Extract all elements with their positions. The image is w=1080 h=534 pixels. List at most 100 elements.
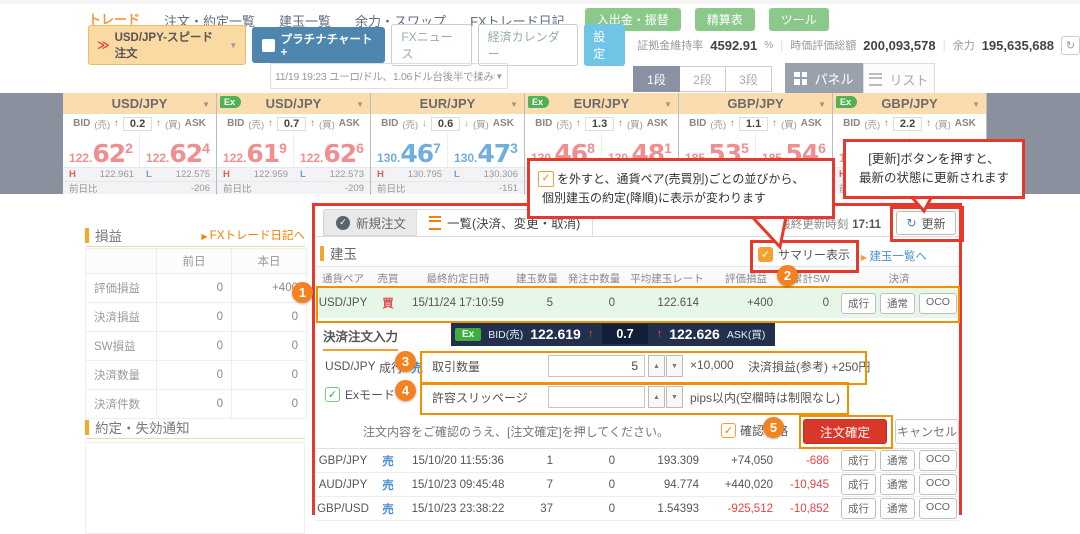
tab-new-order[interactable]: 新規注文	[323, 209, 420, 236]
close-order-title: 決済注文入力	[323, 326, 399, 351]
green-action-button[interactable]: 精算表	[694, 7, 755, 31]
prev-day-row: 前日比 -206	[63, 181, 216, 195]
close-order-button[interactable]: OCO	[919, 292, 957, 314]
margin-ratio-value: 4592.91	[710, 37, 758, 53]
close-order-button[interactable]: 通常	[880, 474, 916, 495]
prev-day-label: 前日比	[69, 184, 98, 195]
prev-day-label: 前日比	[223, 184, 252, 195]
position-row[interactable]: AUD/JPY 売 15/10/23 09:45:48 7 0 94.774 +440,02…	[315, 473, 959, 497]
fx-diary-link[interactable]: FXトレード日記へ	[201, 227, 305, 243]
close-order-button[interactable]: 通常	[880, 450, 916, 471]
pair-selector[interactable]: EUR/JPY ▼	[371, 93, 524, 114]
speed-order-button[interactable]: ≫ USD/JPY-スピード注文 ▼	[88, 25, 247, 65]
tick-arrow-icon: ↓	[422, 118, 427, 129]
positions-list-link[interactable]: 建玉一覧へ	[861, 248, 927, 264]
position-row[interactable]: GBP/JPY 売 15/10/20 11:55:36 1 0 193.309 +74,05…	[315, 449, 959, 473]
notice-title: 約定・失効通知	[95, 421, 190, 436]
cell-actions: 成行 通常 OCO	[839, 498, 959, 519]
step-badge-4: 4	[395, 380, 416, 401]
pair-selector[interactable]: USD/JPY ▼	[63, 93, 216, 114]
summary-toggle[interactable]: サマリー表示	[758, 246, 850, 263]
close-order-button[interactable]: 成行	[841, 292, 877, 314]
top-nav-item[interactable]: 注文・約定一覧	[164, 13, 256, 29]
refresh-icon[interactable]	[1061, 35, 1080, 55]
callout-refresh-line2: 最新の状態に更新されます	[858, 171, 1009, 185]
slippage-input[interactable]	[548, 386, 645, 408]
list-icon	[869, 72, 883, 86]
tab-list-view[interactable]: リスト	[863, 63, 935, 94]
close-order-button[interactable]: OCO	[919, 498, 957, 519]
qty-decrement-button[interactable]	[666, 355, 683, 377]
close-order-button[interactable]: 成行	[841, 450, 877, 471]
price-last-digit: 9	[279, 140, 287, 156]
summary-checkbox[interactable]	[758, 247, 773, 262]
pnl-row: 決済数量 0 0	[86, 361, 306, 390]
high-low-row: H 122.959 L 122.573	[217, 167, 370, 181]
tab-panel-view[interactable]: パネル	[785, 63, 863, 93]
confirm-skip-checkbox[interactable]	[721, 423, 736, 438]
ask-side-label: (買)	[472, 119, 489, 131]
bid-ask-row: BID (売) ↑ 2.2 ↑ (買) ASK	[833, 114, 986, 133]
ask-price[interactable]: 122. 62 4	[139, 133, 216, 167]
calendar-button[interactable]: 経済カレンダー	[477, 24, 579, 66]
pair-selector[interactable]: Ex USD/JPY ▼	[217, 93, 370, 114]
pnl-today-value: +400	[231, 274, 306, 302]
row-count-button[interactable]: 3段	[726, 66, 772, 92]
ask-price[interactable]: 130. 47 3	[447, 133, 524, 167]
chevron-down-icon: ▼	[818, 100, 826, 109]
close-order-button[interactable]: 通常	[880, 292, 916, 314]
ex-mode-toggle[interactable]: Exモード	[325, 386, 395, 403]
close-order-button[interactable]: 成行	[841, 498, 877, 519]
tick-arrow-icon: ↑	[310, 118, 315, 129]
qty-unit: ×10,000	[690, 358, 734, 372]
price-last-digit: 3	[510, 140, 518, 156]
tick-arrow-icon: ↑	[926, 118, 931, 129]
qty-input[interactable]	[548, 355, 645, 377]
position-row-selected[interactable]: USD/JPY 買 15/11/24 17:10:59 5 0 122.614 +400 0 成…	[315, 288, 959, 318]
cell-datetime: 15/10/23 09:45:48	[411, 478, 505, 491]
pnl-today-value: 0	[231, 361, 306, 389]
bid-price[interactable]: 122. 62 2	[63, 133, 139, 167]
row-count-button[interactable]: 2段	[680, 66, 726, 92]
chevron-down-icon: ▼	[664, 100, 672, 109]
ask-price[interactable]: 122. 62 6	[293, 133, 370, 167]
cell-pair: USD/JPY	[318, 297, 368, 309]
low-label: L	[146, 169, 152, 180]
close-order-button[interactable]: OCO	[919, 474, 957, 495]
submit-order-button[interactable]: 注文確定	[803, 419, 887, 444]
row-count-button[interactable]: 1段	[633, 66, 680, 92]
pair-selector[interactable]: Ex EUR/JPY ▼	[525, 93, 678, 114]
cancel-button[interactable]: キャンセル	[895, 419, 959, 444]
slippage-increment-button[interactable]	[648, 386, 665, 408]
close-order-button[interactable]: 通常	[880, 498, 916, 519]
pair-selector[interactable]: Ex GBP/JPY ▼	[833, 93, 986, 114]
bid-price[interactable]: 130. 46 7	[371, 133, 447, 167]
news-ticker-select[interactable]: 11/19 19:23 ユーロ/ドル、1.06ドル台後半で揉み合いに=19日欧州…	[270, 63, 508, 89]
pair-selector[interactable]: GBP/JPY ▼	[679, 93, 832, 114]
bid-price[interactable]: 122. 61 9	[217, 133, 293, 167]
pair-name: EUR/JPY	[419, 96, 476, 111]
settings-button[interactable]: 設定	[584, 24, 626, 66]
close-order-button[interactable]: OCO	[919, 450, 957, 471]
qty-increment-button[interactable]	[648, 355, 665, 377]
pnl-row-label: 決済件数	[94, 399, 140, 411]
positions-column-header: 平均建玉レート	[630, 272, 704, 285]
platinum-chart-button[interactable]: プラチナチャート+	[252, 27, 386, 63]
ex-mode-checkbox[interactable]	[325, 387, 340, 402]
top-nav-item[interactable]: 建玉一覧	[279, 13, 332, 29]
green-action-button[interactable]: ツール	[768, 7, 829, 31]
ask-label: ASK	[492, 118, 514, 129]
refresh-button[interactable]: 更新	[896, 211, 956, 235]
price-last-digit: 5	[741, 140, 749, 156]
pnl-row: SW損益 0 0	[86, 332, 306, 361]
spread-value: 0.6	[430, 116, 461, 131]
slippage-decrement-button[interactable]	[666, 386, 683, 408]
close-order-button[interactable]: 成行	[841, 474, 877, 495]
fx-news-button[interactable]: FXニュース	[391, 24, 472, 66]
account-metrics: 証拠金維持率 4592.91 % | 時価評価総額 200,093,578 | …	[637, 35, 1080, 55]
high-label: H	[223, 169, 230, 180]
position-row[interactable]: GBP/USD 売 15/10/23 23:38:22 37 0 1.54393 -925,…	[315, 497, 959, 521]
high-value: 130.795	[407, 169, 443, 180]
bid-label: BID	[689, 118, 707, 129]
step-badge-2: 2	[777, 265, 798, 286]
